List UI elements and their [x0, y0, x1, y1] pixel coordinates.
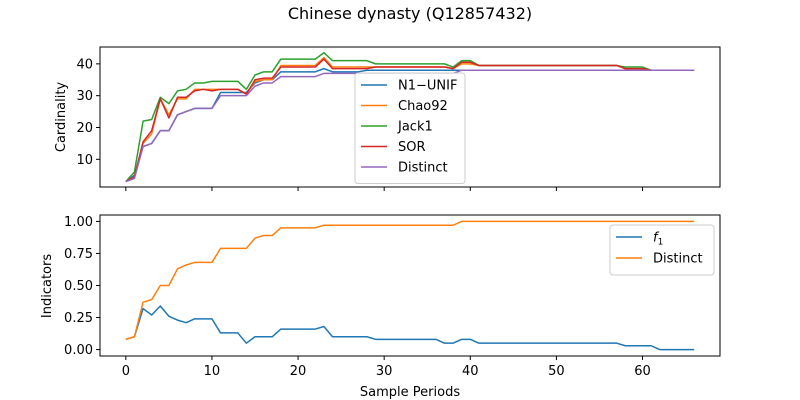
- cardinality-y-axis-label: Cardinality: [54, 82, 69, 153]
- x-tick-label: 10: [204, 364, 221, 379]
- y-tick-label: 20: [76, 121, 93, 136]
- legend-box: [609, 224, 715, 276]
- y-tick-label: 0.25: [64, 311, 93, 326]
- indicators-legend: f1 Distinct: [609, 224, 715, 276]
- cardinality-y-ticks: 10 20 30 40: [76, 57, 100, 168]
- indicators-series-group: [125, 220, 695, 351]
- legend-label-chao92: Chao92: [398, 99, 448, 114]
- y-tick-label: 0.75: [64, 247, 93, 262]
- indicators-y-ticks: 0.00 0.25 0.50 0.75 1.00: [64, 215, 100, 358]
- chart-title: Chinese dynasty (Q12857432): [288, 4, 532, 23]
- legend-label-distinct: Distinct: [653, 252, 703, 267]
- y-tick-label: 0.50: [64, 279, 93, 294]
- x-tick-label: 50: [548, 364, 565, 379]
- x-tick-label: 60: [634, 364, 651, 379]
- cardinality-x-ticks: [125, 187, 643, 191]
- legend-label-jack1: Jack1: [397, 120, 433, 135]
- legend-box: [354, 72, 466, 184]
- legend-label-f1: f1: [653, 231, 663, 248]
- x-tick-label: 40: [462, 364, 479, 379]
- y-tick-label: 10: [76, 153, 93, 168]
- x-tick-label: 30: [376, 364, 393, 379]
- series-line-indicators-distinct: [125, 220, 695, 341]
- cardinality-series-group: [125, 51, 695, 183]
- indicators-panel: 0.00 0.25 0.50 0.75 1.00 0 10 20 30 40 50 60 Indic…: [40, 214, 721, 400]
- series-line-indicators-f1: [125, 305, 695, 351]
- y-tick-label: 30: [76, 89, 93, 104]
- x-axis-label: Sample Periods: [360, 385, 460, 400]
- legend-label-n1-unif: N1−UNIF: [398, 79, 457, 94]
- cardinality-plot-frame: [99, 46, 721, 188]
- cardinality-legend: N1−UNIF Chao92 Jack1 SOR Distinct: [354, 72, 466, 184]
- cardinality-panel: 10 20 30 40 Cardinality N1−UNIF Chao92 Jack1 S…: [54, 46, 721, 191]
- indicators-x-ticks: 0 10 20 30 40 50 60: [122, 356, 651, 379]
- legend-label-sor: SOR: [398, 140, 426, 155]
- y-tick-label: 0.00: [64, 343, 93, 358]
- x-tick-label: 20: [290, 364, 307, 379]
- y-tick-label: 1.00: [64, 215, 93, 230]
- y-tick-label: 40: [76, 57, 93, 72]
- indicators-y-axis-label: Indicators: [40, 254, 55, 318]
- series-line-cardinality-sor: [125, 58, 695, 183]
- x-tick-label: 0: [122, 364, 130, 379]
- legend-label-distinct: Distinct: [398, 161, 448, 176]
